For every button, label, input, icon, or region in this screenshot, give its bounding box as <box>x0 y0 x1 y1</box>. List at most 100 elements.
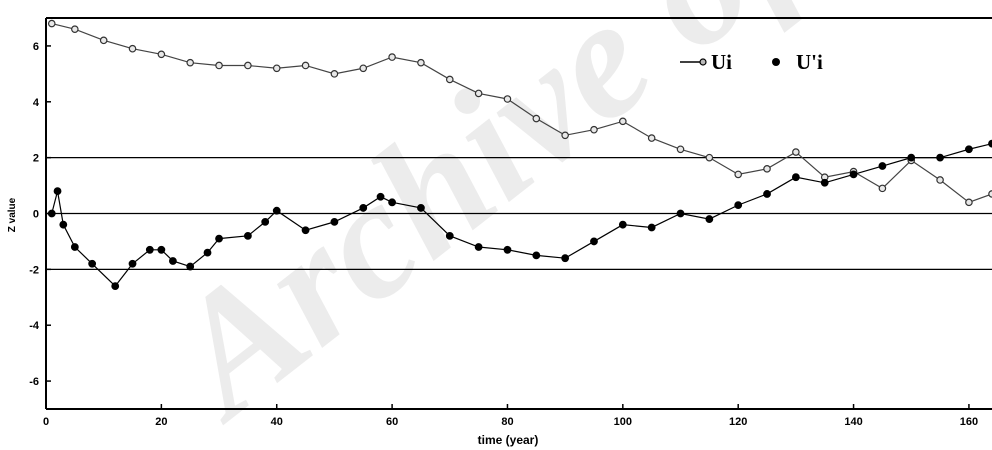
legend-label-ui: Ui <box>711 50 732 74</box>
data-point <box>388 198 396 207</box>
data-point <box>590 125 598 134</box>
y-tick-label: -4 <box>29 320 40 332</box>
data-point <box>272 206 281 215</box>
x-tick-label: 120 <box>729 416 747 428</box>
data-point <box>965 145 973 154</box>
data-point <box>59 220 68 229</box>
reference-lines <box>46 156 992 271</box>
y-tick-label: 0 <box>33 209 39 221</box>
watermark: Archive of SID <box>130 0 992 450</box>
data-point <box>474 243 483 251</box>
data-point <box>53 187 62 196</box>
data-point <box>157 245 166 254</box>
data-point <box>791 173 800 182</box>
x-tick-label: 40 <box>271 416 283 428</box>
data-point <box>128 259 137 268</box>
data-point <box>301 61 310 70</box>
legend-marker-u-prime-i <box>772 58 780 66</box>
y-axis-title: Z value <box>7 197 18 232</box>
y-tick-label: 2 <box>33 153 39 165</box>
data-point <box>261 217 270 226</box>
watermark-text: Archive of SID <box>130 0 992 450</box>
data-point <box>503 95 512 103</box>
series-layer <box>47 19 992 291</box>
data-point <box>503 245 512 254</box>
data-point <box>417 58 425 67</box>
data-point <box>111 282 120 291</box>
data-point <box>71 25 79 33</box>
data-point <box>676 209 685 218</box>
data-point <box>243 231 252 240</box>
legend-marker-ui <box>699 58 707 66</box>
data-point <box>445 231 454 240</box>
data-point <box>330 217 339 226</box>
data-point <box>561 131 569 140</box>
data-point <box>128 44 137 53</box>
data-point <box>474 89 483 98</box>
data-point <box>532 114 541 123</box>
data-point <box>849 170 858 179</box>
data-point <box>590 237 598 246</box>
data-point <box>878 162 887 170</box>
y-tick-label: -6 <box>29 376 39 388</box>
data-point <box>301 226 310 235</box>
y-axis-ticks: -6 -4 -2 0 2 4 6 <box>29 41 51 388</box>
y-tick-label: 6 <box>33 41 39 53</box>
data-point <box>763 165 771 173</box>
data-point <box>388 53 396 61</box>
x-axis-title: time (year) <box>478 433 539 447</box>
data-point <box>618 220 627 229</box>
data-point <box>47 209 56 218</box>
data-point <box>965 198 973 207</box>
series-ui <box>47 19 992 207</box>
data-point <box>647 134 656 142</box>
x-tick-label: 0 <box>43 416 49 428</box>
y-tick-label: 4 <box>33 97 40 109</box>
data-point <box>988 139 992 148</box>
data-point <box>215 234 223 243</box>
data-point <box>705 215 714 223</box>
data-point <box>619 117 627 126</box>
data-point <box>676 145 685 154</box>
series-line <box>51 23 992 204</box>
data-point <box>734 170 742 179</box>
data-point <box>878 184 887 193</box>
data-point <box>186 58 195 67</box>
data-point <box>936 153 944 162</box>
data-point <box>734 201 743 210</box>
data-point <box>417 204 425 212</box>
data-point <box>561 254 570 263</box>
data-point <box>169 257 177 265</box>
series-u-prime-i <box>47 139 992 291</box>
data-point <box>244 61 252 70</box>
data-point <box>820 178 829 187</box>
x-tick-label: 100 <box>614 416 632 428</box>
y-tick-label: -2 <box>29 264 39 276</box>
legend: Ui U'i <box>680 50 823 74</box>
data-point <box>157 50 166 59</box>
x-axis-ticks: 0 20 40 60 80 100 120 140 160 <box>43 404 978 428</box>
data-point <box>376 192 385 201</box>
data-point <box>145 245 154 254</box>
data-point <box>47 19 56 28</box>
data-point <box>70 243 79 251</box>
data-point <box>445 75 454 84</box>
data-point <box>330 70 339 78</box>
x-tick-label: 20 <box>155 416 167 428</box>
x-tick-label: 60 <box>386 416 398 428</box>
x-tick-label: 80 <box>501 416 513 428</box>
data-point <box>532 251 541 260</box>
data-point <box>792 148 800 156</box>
x-tick-label: 160 <box>960 416 978 428</box>
data-point <box>907 153 916 162</box>
data-point <box>763 190 771 198</box>
data-point <box>88 259 97 268</box>
data-point <box>647 223 656 232</box>
data-point <box>186 262 195 271</box>
data-point <box>272 64 281 73</box>
legend-label-u-prime-i: U'i <box>796 50 823 74</box>
data-point <box>359 64 368 73</box>
data-point <box>936 176 944 184</box>
data-point <box>99 36 108 45</box>
